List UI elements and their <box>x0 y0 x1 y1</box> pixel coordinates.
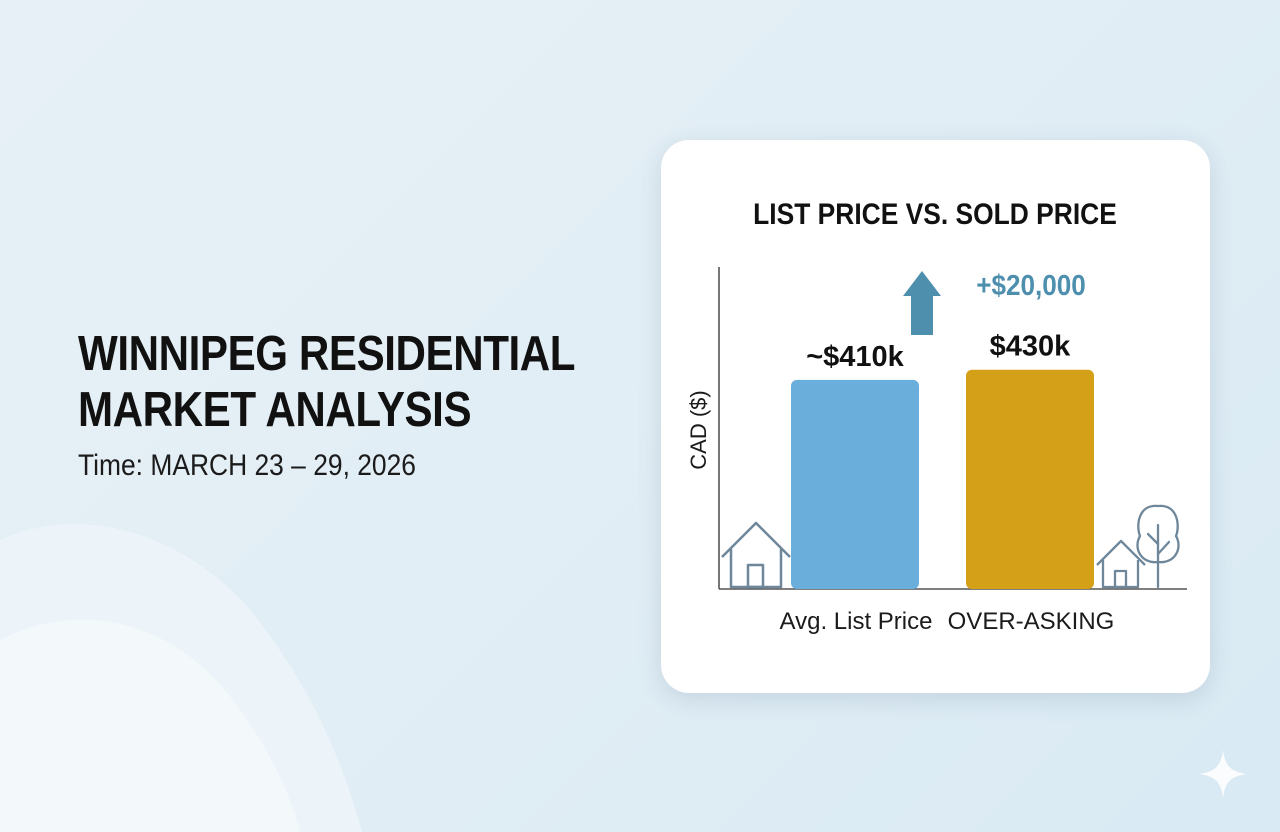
title-line-2: MARKET ANALYSIS <box>78 383 472 437</box>
house-icon <box>1096 539 1146 589</box>
category-label-2: OVER-ASKING <box>948 608 1115 635</box>
chart-title: LIST PRICE VS. SOLD PRICE <box>753 196 1117 230</box>
chart: LIST PRICE VS. SOLD PRICE CAD ($) ~$410k… <box>686 196 1187 635</box>
tree-icon <box>1136 504 1180 589</box>
category-label-1: Avg. List Price <box>780 608 933 635</box>
headline-block: WINNIPEG RESIDENTIAL MARKET ANALYSIS Tim… <box>78 326 658 484</box>
up-arrow-icon <box>903 271 941 335</box>
bars-group: ~$410k Avg. List Price $430k OVER-ASKING <box>780 331 1115 635</box>
annotation-text: +$20,000 <box>976 269 1086 302</box>
title-line-1: WINNIPEG RESIDENTIAL <box>78 327 576 381</box>
chart-card: LIST PRICE VS. SOLD PRICE CAD ($) ~$410k… <box>661 140 1210 693</box>
bar-data-label-1: ~$410k <box>806 341 904 373</box>
bar-1 <box>791 379 919 589</box>
time-range: Time: MARCH 23 – 29, 2026 <box>78 449 416 482</box>
bar-2 <box>966 369 1094 589</box>
sparkle-icon <box>1199 750 1247 798</box>
page-title: WINNIPEG RESIDENTIAL MARKET ANALYSIS <box>78 326 577 438</box>
bar-data-label-2: $430k <box>990 331 1072 363</box>
house-icon <box>721 521 791 589</box>
y-axis-label: CAD ($) <box>686 390 711 469</box>
